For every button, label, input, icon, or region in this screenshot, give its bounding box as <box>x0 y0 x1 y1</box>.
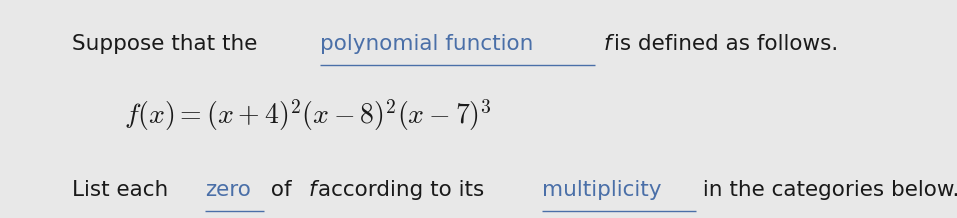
Text: in the categories below.: in the categories below. <box>696 180 957 200</box>
Text: according to its: according to its <box>319 180 492 200</box>
Text: $f(x)=(x+4)^{2}(x-8)^{2}(x-7)^{3}$: $f(x)=(x+4)^{2}(x-8)^{2}(x-7)^{3}$ <box>124 98 493 133</box>
Text: polynomial function: polynomial function <box>320 34 533 54</box>
Text: of: of <box>264 180 299 200</box>
Text: f: f <box>604 34 612 54</box>
Text: is defined as follows.: is defined as follows. <box>613 34 838 54</box>
Text: zero: zero <box>205 180 251 200</box>
Text: multiplicity: multiplicity <box>542 180 661 200</box>
Text: List each: List each <box>72 180 175 200</box>
Text: Suppose that the: Suppose that the <box>72 34 264 54</box>
Text: f: f <box>308 180 316 200</box>
